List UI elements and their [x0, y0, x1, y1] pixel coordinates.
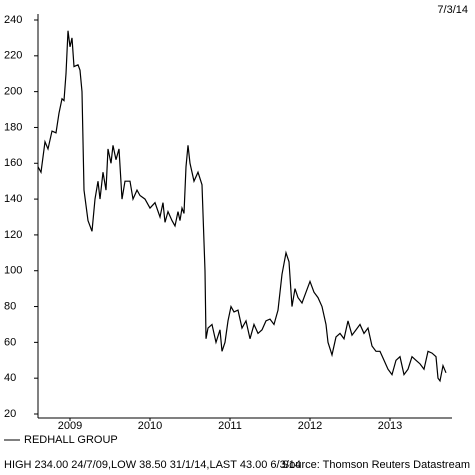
price-line: [37, 30, 447, 383]
y-tick-label: 120: [4, 229, 22, 241]
y-tick-label: 140: [4, 193, 22, 205]
x-tick-label: 2010: [138, 420, 162, 432]
y-tick-label: 80: [4, 300, 16, 312]
y-tick-label: 40: [4, 372, 16, 384]
y-tick-label: 60: [4, 336, 16, 348]
y-tick-label: 20: [4, 408, 16, 420]
x-tick-label: 2013: [378, 420, 402, 432]
footer: HIGH 234.00 24/7/09,LOW 38.50 31/1/14,LA…: [4, 459, 301, 471]
x-tick-label: 2009: [58, 420, 82, 432]
x-tick-label: 2011: [218, 420, 242, 432]
y-tick-label: 240: [4, 14, 22, 26]
source: Source: Thomson Reuters Datastream: [282, 459, 470, 471]
y-tick-label: 220: [4, 50, 22, 62]
y-tick-label: 100: [4, 265, 22, 277]
y-tick-label: 160: [4, 157, 22, 169]
y-tick-label: 180: [4, 121, 22, 133]
date: 7/3/14: [437, 4, 468, 16]
legend-label: REDHALL GROUP: [24, 434, 118, 446]
x-tick-label: 2012: [298, 420, 322, 432]
y-tick-label: 200: [4, 86, 22, 98]
